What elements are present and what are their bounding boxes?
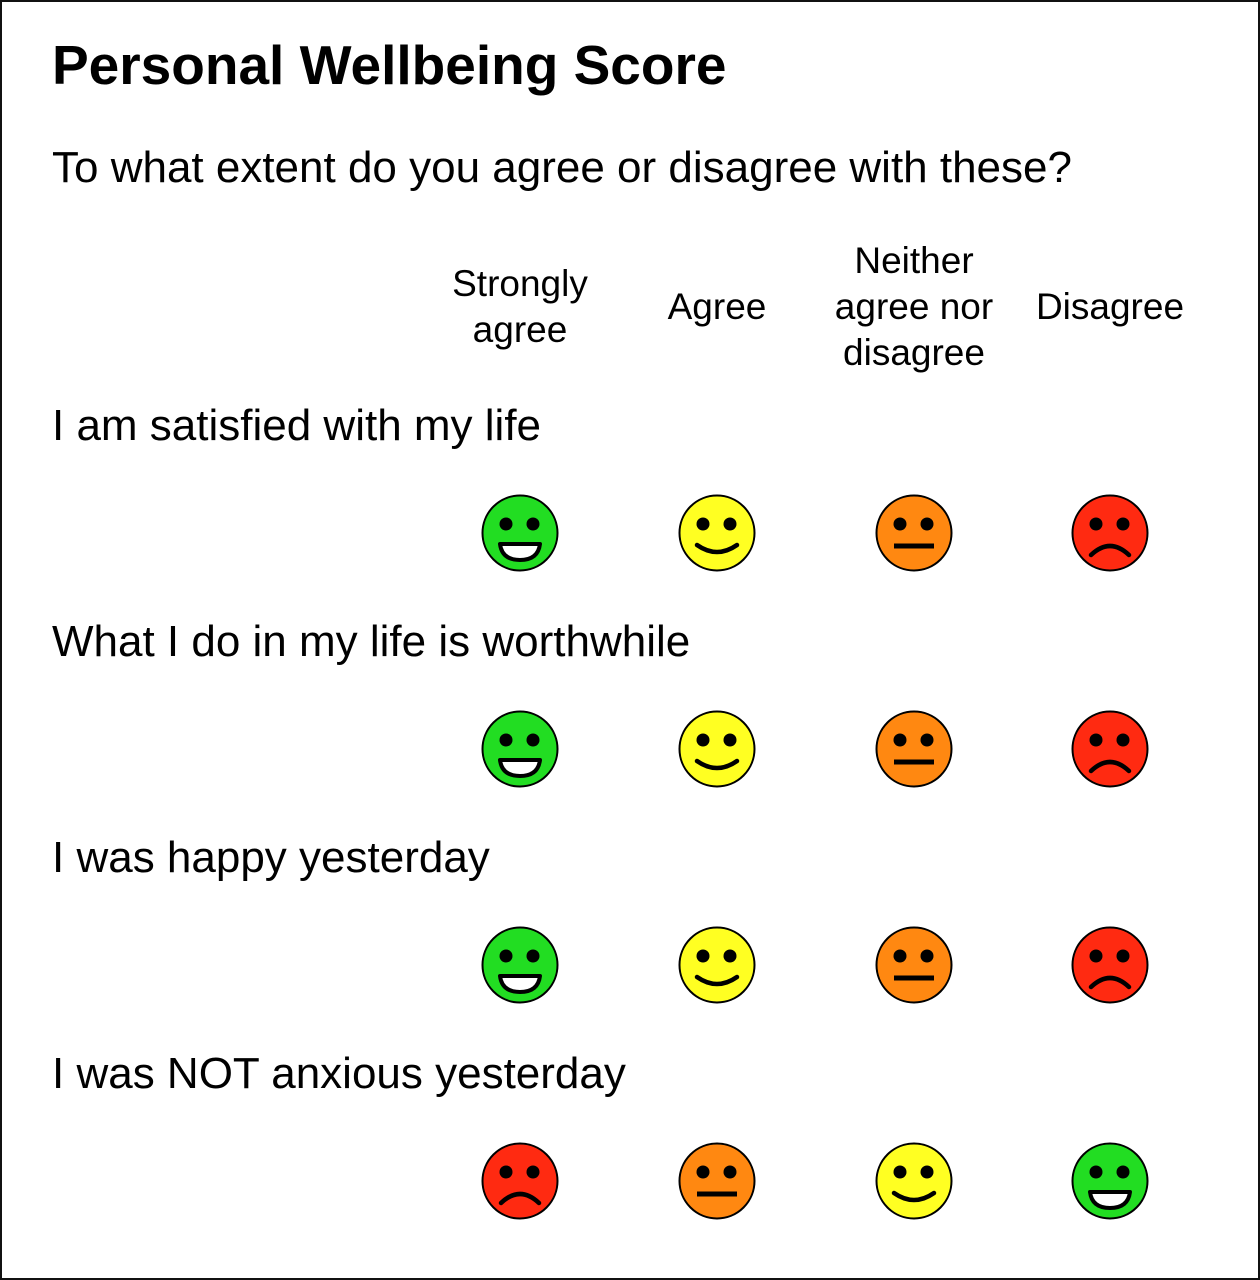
statement-2: What I do in my life is worthwhile — [52, 617, 691, 666]
page-title: Personal Wellbeing Score — [52, 34, 727, 96]
frown-face-icon[interactable] — [480, 1141, 560, 1221]
column-header-1: Strongly agree — [420, 261, 620, 353]
smile-face-icon[interactable] — [677, 709, 757, 789]
column-header-line: Neither — [854, 240, 974, 281]
column-header-2: Agree — [617, 284, 817, 330]
neutral-face-icon[interactable] — [677, 1141, 757, 1221]
big-smile-face-icon[interactable] — [480, 925, 560, 1005]
column-header-4: Disagree — [1010, 284, 1210, 330]
statement-4: I was NOT anxious yesterday — [52, 1049, 626, 1098]
big-smile-face-icon[interactable] — [1070, 1141, 1150, 1221]
frown-face-icon[interactable] — [1070, 925, 1150, 1005]
neutral-face-icon[interactable] — [874, 925, 954, 1005]
neutral-face-icon[interactable] — [874, 493, 954, 573]
question-prompt: To what extent do you agree or disagree … — [52, 143, 1072, 192]
smile-face-icon[interactable] — [874, 1141, 954, 1221]
frown-face-icon[interactable] — [1070, 709, 1150, 789]
statement-1: I am satisfied with my life — [52, 401, 542, 450]
column-header-line: Agree — [667, 286, 767, 327]
column-header-line: agree — [472, 309, 568, 350]
column-header-line: agree nor — [834, 286, 994, 327]
frown-face-icon[interactable] — [1070, 493, 1150, 573]
big-smile-face-icon[interactable] — [480, 493, 560, 573]
column-header-3: Neither agree nor disagree — [814, 238, 1014, 376]
neutral-face-icon[interactable] — [874, 709, 954, 789]
column-header-line: disagree — [843, 332, 985, 373]
column-header-line: Strongly — [452, 263, 588, 304]
statement-3: I was happy yesterday — [52, 833, 490, 882]
smile-face-icon[interactable] — [677, 925, 757, 1005]
column-header-line: Disagree — [1035, 286, 1185, 327]
big-smile-face-icon[interactable] — [480, 709, 560, 789]
smile-face-icon[interactable] — [677, 493, 757, 573]
